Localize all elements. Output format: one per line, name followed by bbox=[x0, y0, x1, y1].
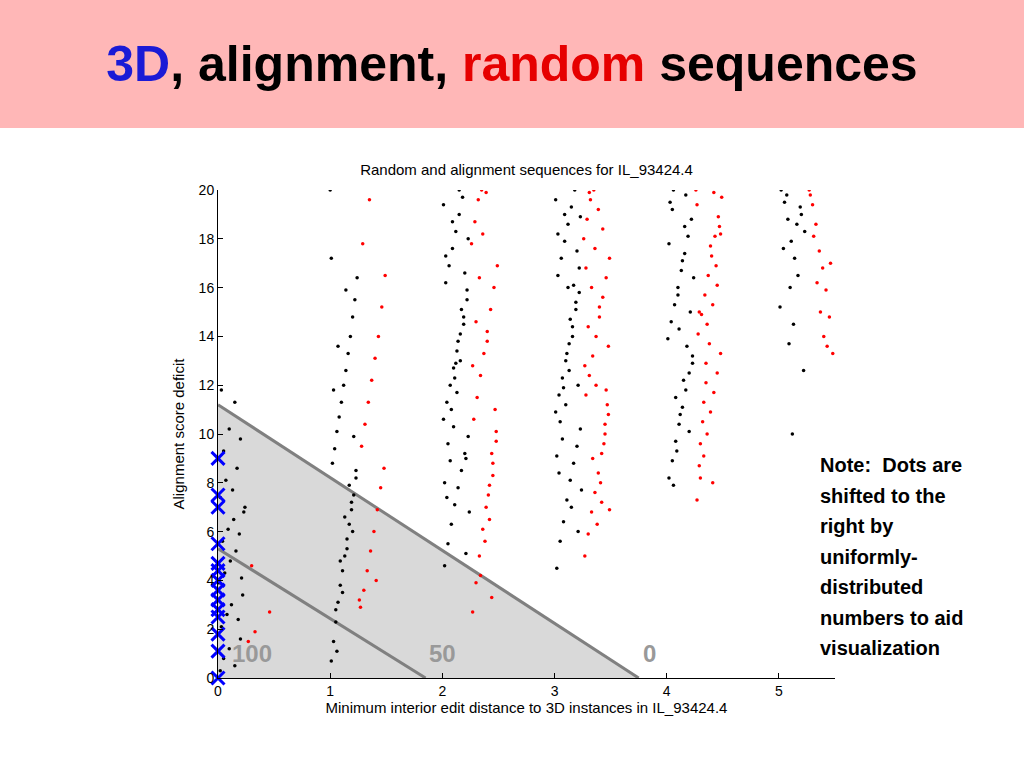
svg-text:18: 18 bbox=[199, 231, 215, 247]
svg-text:6: 6 bbox=[206, 524, 214, 540]
svg-text:5: 5 bbox=[775, 683, 783, 699]
svg-text:0: 0 bbox=[643, 640, 656, 667]
html-text:Note: Dots are shifted to the: Note: Dots are shifted to the right by u… bbox=[820, 454, 969, 659]
html-text:3D, alignment, random sequence: 3D, alignment, random sequences bbox=[106, 36, 918, 92]
svg-text:Alignment score deficit: Alignment score deficit bbox=[170, 358, 187, 510]
svg-text:2: 2 bbox=[206, 621, 214, 637]
svg-text:50: 50 bbox=[429, 640, 456, 667]
svg-text:3: 3 bbox=[551, 683, 559, 699]
svg-text:20: 20 bbox=[199, 182, 215, 198]
svg-text:0: 0 bbox=[206, 670, 214, 686]
svg-text:4: 4 bbox=[663, 683, 671, 699]
svg-text:100: 100 bbox=[232, 640, 272, 667]
svg-text:0: 0 bbox=[214, 683, 222, 699]
svg-text:8: 8 bbox=[206, 475, 214, 491]
svg-text:Minimum interior edit distance: Minimum interior edit distance to 3D ins… bbox=[326, 699, 728, 716]
svg-text:Random and alignment sequences: Random and alignment sequences for IL_93… bbox=[360, 161, 693, 178]
svg-text:14: 14 bbox=[199, 328, 215, 344]
svg-text:10: 10 bbox=[199, 426, 215, 442]
svg-text:16: 16 bbox=[199, 280, 215, 296]
svg-text:12: 12 bbox=[199, 377, 215, 393]
svg-text:4: 4 bbox=[206, 572, 214, 588]
svg-text:1: 1 bbox=[326, 683, 334, 699]
svg-text:2: 2 bbox=[438, 683, 446, 699]
